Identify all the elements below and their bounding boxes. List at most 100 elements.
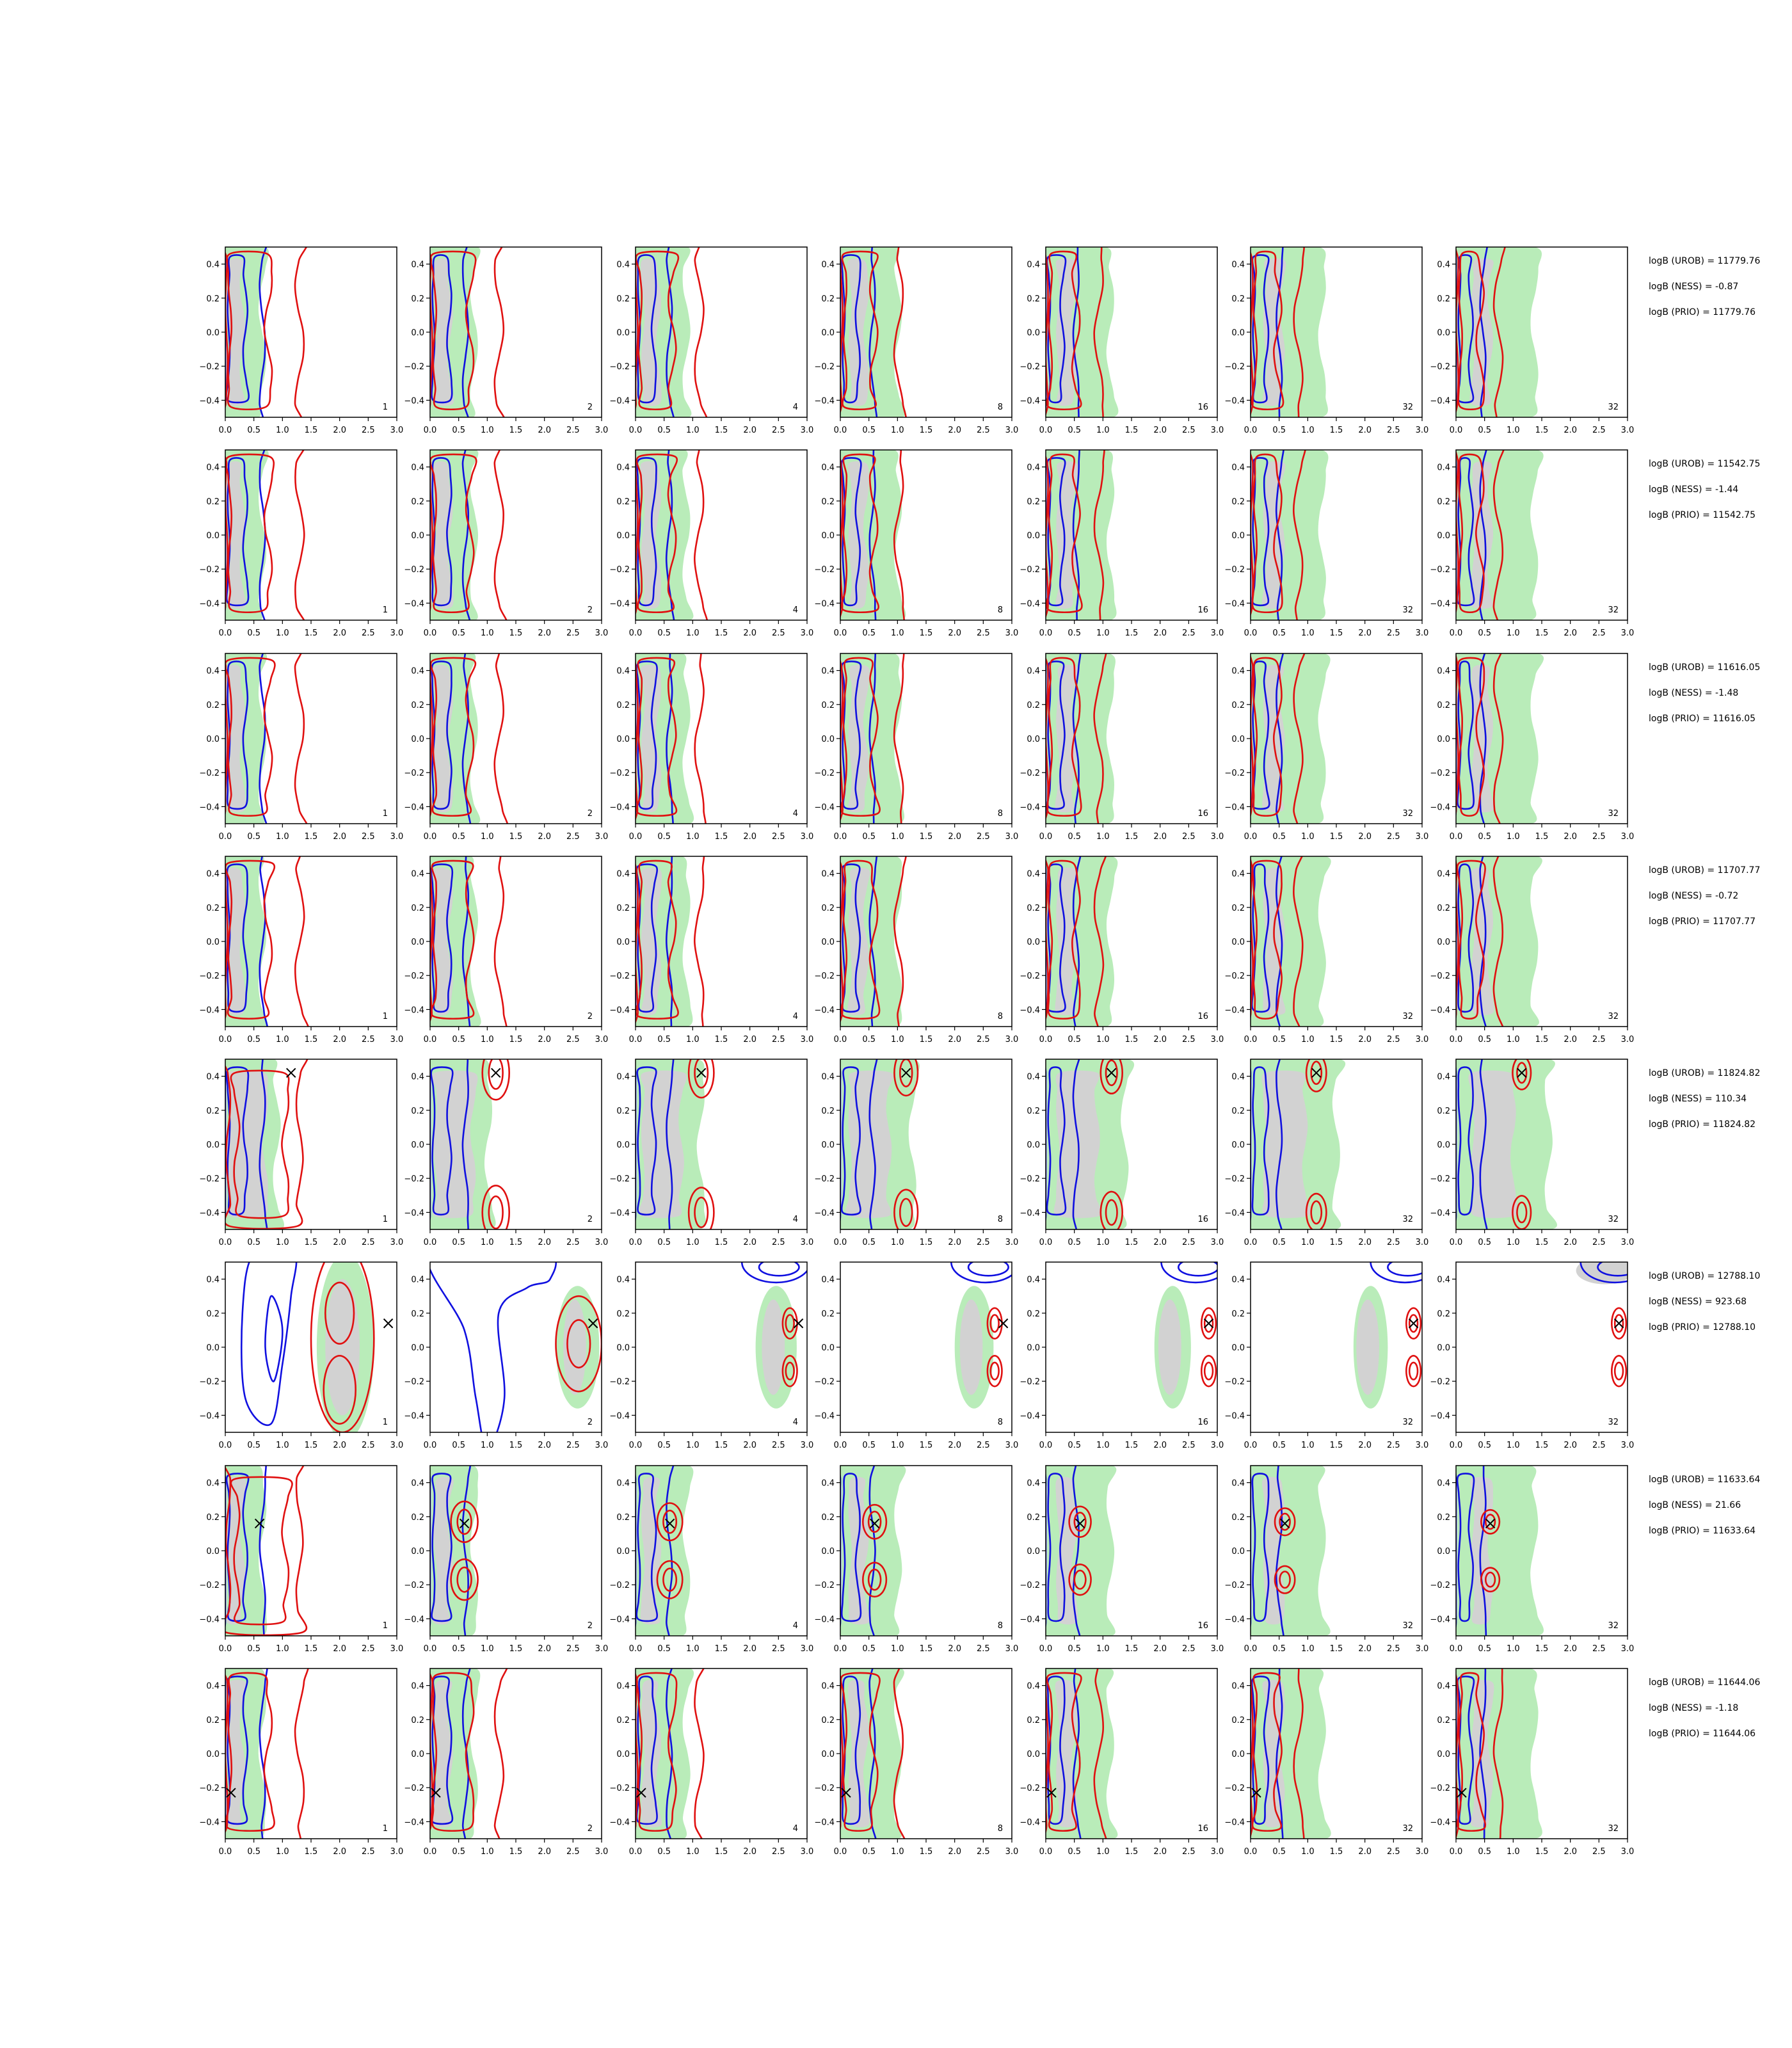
blue-contour-inner xyxy=(840,254,861,404)
logB-annotation: logB (NESS) = 923.68 xyxy=(1649,1297,1747,1307)
y-tick-label: 0.2 xyxy=(616,294,630,304)
y-tick-label: 0.2 xyxy=(1231,1716,1245,1725)
y-tick-label: 0.4 xyxy=(821,1479,835,1489)
true-value-marker xyxy=(998,1318,1009,1329)
green-density-region xyxy=(1046,653,1116,824)
gray-density-region xyxy=(431,1070,478,1219)
y-tick-label: −0.2 xyxy=(1430,1377,1450,1387)
red-contour-outer xyxy=(1251,1668,1305,1839)
x-tick-label: 1.5 xyxy=(920,1847,933,1857)
x-tick-label: 0.0 xyxy=(1244,1238,1258,1247)
y-tick-label: −0.2 xyxy=(199,362,220,372)
y-tick-label: −0.2 xyxy=(404,769,424,778)
x-tick-label: 3.0 xyxy=(1416,426,1429,435)
y-tick-label: 0.2 xyxy=(616,701,630,710)
x-tick-label: 1.0 xyxy=(1096,832,1110,842)
blue-contour-outer xyxy=(240,1262,298,1426)
y-tick-label: −0.4 xyxy=(814,599,835,609)
blue-contour-inner xyxy=(636,1066,657,1216)
x-tick-label: 1.5 xyxy=(1535,1644,1549,1654)
red-contour-inner xyxy=(430,250,477,411)
y-tick-label: 0.0 xyxy=(616,531,630,541)
red-contour-inner xyxy=(1512,1059,1532,1091)
red-contour-outer xyxy=(1456,856,1504,1027)
gray-density-region xyxy=(640,664,662,813)
x-tick-label: 2.5 xyxy=(1182,1238,1196,1247)
x-tick-label: 0.0 xyxy=(424,832,437,842)
x-tick-label: 0.5 xyxy=(1068,1847,1081,1857)
plot-area xyxy=(430,1466,479,1636)
x-tick-label: 0.5 xyxy=(247,1441,260,1450)
y-tick-label: −0.4 xyxy=(199,1411,220,1421)
y-tick-label: −0.4 xyxy=(1430,1005,1450,1015)
x-tick-label: 2.5 xyxy=(772,832,785,842)
x-tick-label: 2.0 xyxy=(1153,1238,1167,1247)
x-tick-label: 1.5 xyxy=(305,426,318,435)
plot-area xyxy=(1046,1059,1135,1229)
red-contour-outer xyxy=(1405,1307,1422,1340)
red-contour-outer xyxy=(1405,1354,1422,1388)
x-tick-label: 2.5 xyxy=(1182,628,1196,638)
y-tick-label: 0.4 xyxy=(616,1276,630,1285)
panel-row: 0.0 0.5 1.0 1.5 2.0 2.5 3.00.40.20.0−0.2−0.410… xyxy=(199,246,1760,435)
x-tick-label: 1.0 xyxy=(481,1238,494,1247)
x-tick-label: 2.0 xyxy=(538,1644,551,1654)
y-tick-label: 0.0 xyxy=(1027,1750,1040,1759)
x-tick-label: 1.0 xyxy=(686,1847,700,1857)
subplot-panel: 0.0 0.5 1.0 1.5 2.0 2.5 3.0 0.4 0.2 0.0 −0.2 −0.4 4 xyxy=(609,1465,813,1654)
x-tick-label: 0.0 xyxy=(629,1441,643,1450)
x-tick-label: 2.5 xyxy=(362,1847,375,1857)
blue-contour-inner xyxy=(636,660,658,810)
x-tick-label: 1.5 xyxy=(509,426,523,435)
true-value-marker xyxy=(1457,1788,1467,1798)
panel-label: 2 xyxy=(588,1824,593,1834)
subplot-panel: 0.0 0.5 1.0 1.5 2.0 2.5 3.0 0.4 0.2 0.0 −0.2 −0.4 32 xyxy=(1224,653,1428,842)
x-tick-label: 1.0 xyxy=(276,1441,289,1450)
y-tick-label: 0.4 xyxy=(821,1073,835,1082)
x-tick-label: 2.0 xyxy=(333,1035,346,1044)
blue-contour-outer xyxy=(1251,1668,1284,1839)
x-tick-label: 0.0 xyxy=(834,1238,847,1247)
x-tick-label: 2.5 xyxy=(772,1441,785,1450)
subplot-panel: 0.0 0.5 1.0 1.5 2.0 2.5 3.0 0.4 0.2 0.0 −0.2 −0.4 32 xyxy=(1224,246,1429,435)
y-tick-label: −0.2 xyxy=(814,972,835,981)
x-tick-label: 0.5 xyxy=(862,832,876,842)
red-contour-inner xyxy=(1516,1062,1528,1084)
y-tick-label: −0.4 xyxy=(199,1005,220,1015)
x-tick-label: 3.0 xyxy=(1621,1644,1635,1654)
x-tick-label: 1.5 xyxy=(920,832,933,842)
x-tick-label: 0.5 xyxy=(452,1847,465,1857)
x-tick-label: 0.5 xyxy=(452,426,465,435)
x-tick-label: 1.0 xyxy=(891,832,904,842)
x-tick-label: 1.5 xyxy=(1330,628,1343,638)
x-tick-label: 0.0 xyxy=(1244,1035,1258,1044)
y-tick-label: −0.4 xyxy=(1020,1005,1040,1015)
y-tick-label: −0.2 xyxy=(1430,769,1450,778)
y-tick-label: −0.2 xyxy=(1020,362,1040,372)
red-contour-outer xyxy=(656,1560,684,1599)
logB-annotation: logB (PRIO) = 11633.64 xyxy=(1649,1526,1756,1536)
red-contour-outer xyxy=(781,1354,798,1388)
red-contour-outer xyxy=(986,1307,1003,1340)
gray-density-region xyxy=(847,867,870,1016)
gray-density-region xyxy=(1158,1299,1181,1395)
y-tick-label: −0.2 xyxy=(1430,1784,1450,1793)
red-contour-outer xyxy=(636,856,705,1027)
y-tick-label: −0.4 xyxy=(1430,1615,1450,1624)
x-tick-label: 0.5 xyxy=(1478,628,1491,638)
subplot-panel: 0.0 0.5 1.0 1.5 2.0 2.5 3.0 0.4 0.2 0.0 −0.2 −0.4 32 xyxy=(1224,1465,1428,1654)
y-tick-label: −0.2 xyxy=(1224,1784,1245,1793)
y-tick-label: −0.4 xyxy=(609,1615,630,1624)
red-contour-inner xyxy=(893,1059,919,1097)
gray-density-region xyxy=(847,258,869,406)
plot-area xyxy=(1154,1262,1217,1409)
red-contour-inner xyxy=(841,250,879,411)
red-contour-outer xyxy=(1073,1569,1087,1590)
logB-annotation: logB (PRIO) = 11616.05 xyxy=(1649,714,1756,724)
red-contour-inner xyxy=(1408,1314,1419,1333)
blue-contour-inner xyxy=(1457,660,1475,810)
x-tick-label: 0.5 xyxy=(1478,426,1491,435)
subplot-panel: 0.0 0.5 1.0 1.5 2.0 2.5 3.0 0.4 0.2 0.0 −0.2 −0.4 32 xyxy=(1224,1059,1428,1247)
blue-contour-outer xyxy=(740,1262,807,1284)
panel-label: 4 xyxy=(793,1012,798,1021)
